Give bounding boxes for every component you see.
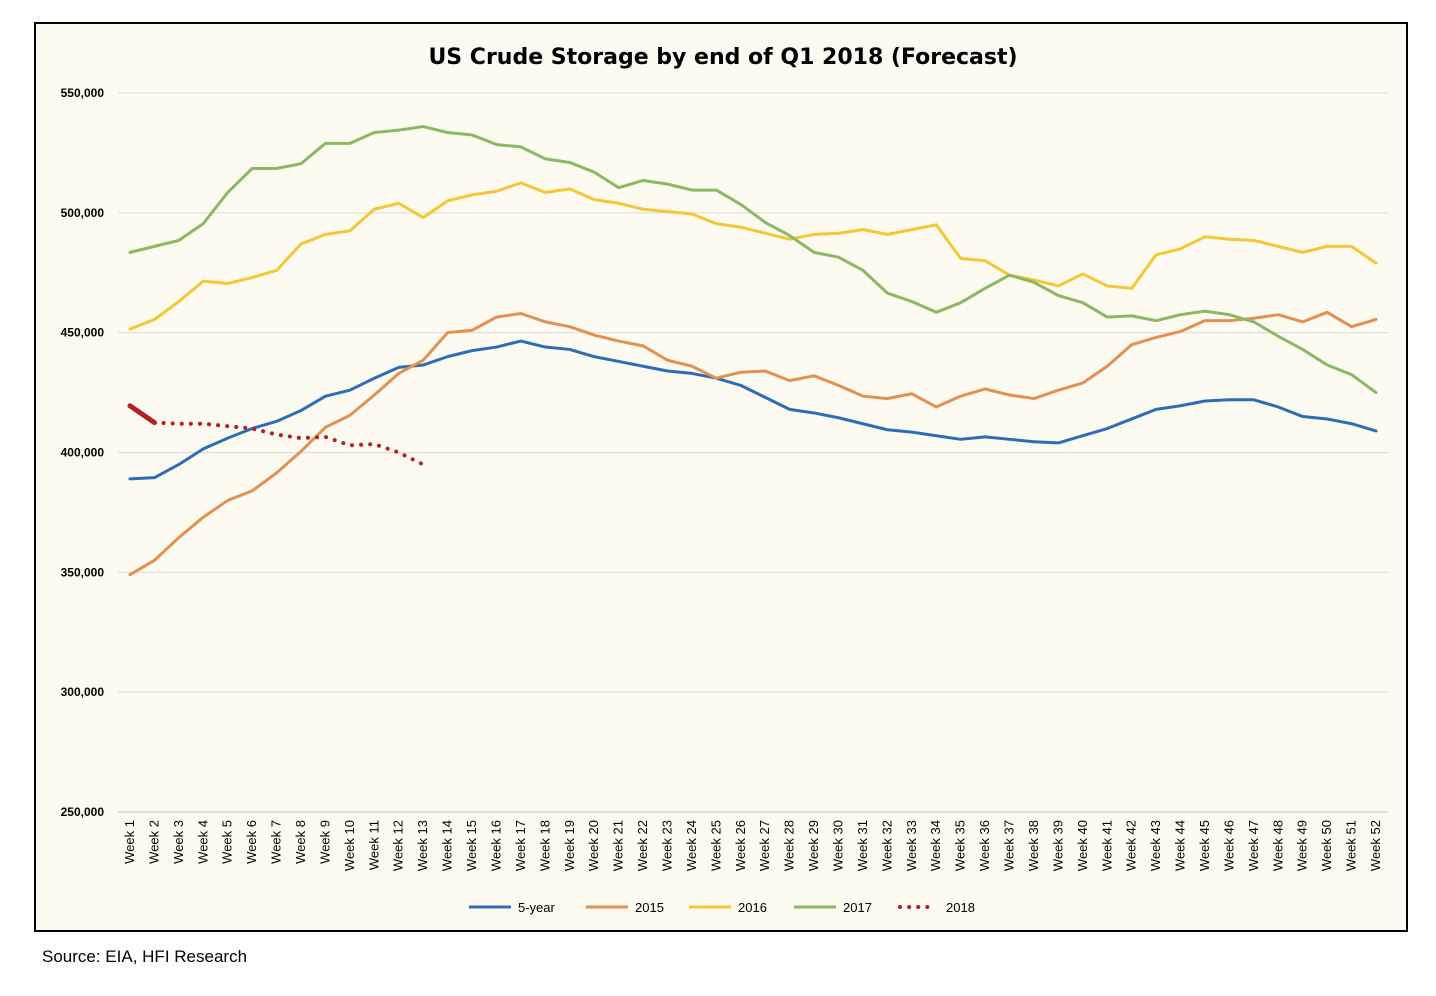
x-tick-label: Week 38 [1026, 820, 1041, 871]
y-tick-label: 550,000 [61, 86, 105, 100]
x-tick-label: Week 36 [977, 820, 992, 871]
x-tick-label: Week 16 [488, 820, 503, 871]
x-tick-label: Week 2 [146, 820, 161, 864]
x-tick-label: Week 45 [1197, 820, 1212, 871]
x-tick-label: Week 5 [220, 820, 235, 864]
series-line-2015 [128, 310, 1378, 577]
x-tick-label: Week 26 [733, 820, 748, 871]
x-tick-label: Week 23 [659, 820, 674, 871]
x-tick-label: Week 33 [904, 820, 919, 871]
series-line-2018-forecast [152, 420, 426, 467]
x-tick-label: Week 22 [635, 820, 650, 871]
x-tick-label: Week 31 [855, 820, 870, 871]
x-tick-label: Week 41 [1099, 820, 1114, 871]
x-tick-label: Week 30 [831, 820, 846, 871]
x-tick-label: Week 9 [317, 820, 332, 864]
x-tick-label: Week 20 [586, 820, 601, 871]
legend-label-2018: 2018 [946, 900, 975, 915]
x-tick-label: Week 51 [1344, 820, 1359, 871]
x-tick-label: Week 39 [1050, 820, 1065, 871]
x-tick-label: Week 52 [1368, 820, 1383, 871]
chart-title: US Crude Storage by end of Q1 2018 (Fore… [428, 45, 1017, 70]
x-tick-label: Week 50 [1319, 820, 1334, 871]
x-tick-label: Week 37 [1002, 820, 1017, 871]
x-axis-ticks: Week 1 Week 2 Week 3 Week 4 Week 5 Week 6 Week… [122, 820, 1383, 871]
x-tick-label: Week 14 [440, 820, 455, 871]
y-tick-label: 350,000 [61, 565, 105, 579]
x-tick-label: Week 18 [537, 820, 552, 871]
legend-label-2016: 2016 [738, 900, 767, 915]
line-chart: US Crude Storage by end of Q1 2018 (Fore… [61, 45, 1388, 915]
x-tick-label: Week 4 [195, 820, 210, 864]
x-tick-label: Week 34 [928, 820, 943, 871]
x-tick-label: Week 11 [366, 820, 381, 870]
source-note: Source: EIA, HFI Research [42, 947, 248, 966]
series-line-5-year [128, 339, 1378, 481]
x-tick-label: Week 40 [1075, 820, 1090, 871]
y-axis-ticks: 550,000 500,000 450,000 400,000 350,000 300,0… [61, 86, 105, 819]
x-tick-label: Week 10 [342, 820, 357, 871]
legend: 5-year 2015 2016 2017 2018 [469, 900, 975, 915]
chart-frame: US Crude Storage by end of Q1 2018 (Fore… [34, 22, 1408, 932]
legend-label-5-year: 5-year [518, 900, 556, 915]
x-tick-label: Week 35 [953, 820, 968, 871]
x-tick-label: Week 29 [806, 820, 821, 871]
x-tick-label: Week 7 [269, 820, 284, 864]
legend-label-2017: 2017 [843, 900, 872, 915]
x-tick-label: Week 27 [757, 820, 772, 871]
x-tick-label: Week 8 [293, 820, 308, 864]
x-tick-label: Week 6 [244, 820, 259, 864]
x-tick-label: Week 44 [1173, 820, 1188, 871]
x-tick-label: Week 13 [415, 820, 430, 871]
series-line-2016 [128, 181, 1378, 331]
y-tick-label: 500,000 [61, 206, 105, 220]
x-tick-label: Week 15 [464, 820, 479, 871]
x-tick-label: Week 28 [782, 820, 797, 871]
series-lines [127, 125, 1378, 577]
x-tick-label: Week 1 [122, 820, 137, 864]
y-tick-label: 400,000 [61, 446, 105, 460]
x-tick-label: Week 46 [1221, 820, 1236, 871]
y-tick-label: 250,000 [61, 805, 105, 819]
series-line-2018-actual [127, 403, 157, 426]
x-tick-label: Week 42 [1124, 820, 1139, 871]
gridlines [118, 92, 1388, 813]
x-tick-label: Week 49 [1295, 820, 1310, 871]
x-tick-label: Week 24 [684, 820, 699, 871]
y-tick-label: 450,000 [61, 326, 105, 340]
y-tick-label: 300,000 [61, 685, 105, 699]
legend-label-2015: 2015 [635, 900, 664, 915]
x-tick-label: Week 47 [1246, 820, 1261, 871]
x-tick-label: Week 21 [611, 820, 626, 871]
x-tick-label: Week 3 [171, 820, 186, 864]
x-tick-label: Week 32 [879, 820, 894, 871]
x-tick-label: Week 12 [391, 820, 406, 871]
x-tick-label: Week 48 [1270, 820, 1285, 871]
series-line-2017 [128, 125, 1378, 395]
x-tick-label: Week 43 [1148, 820, 1163, 871]
x-tick-label: Week 25 [708, 820, 723, 871]
x-tick-label: Week 19 [562, 820, 577, 871]
x-tick-label: Week 17 [513, 820, 528, 871]
